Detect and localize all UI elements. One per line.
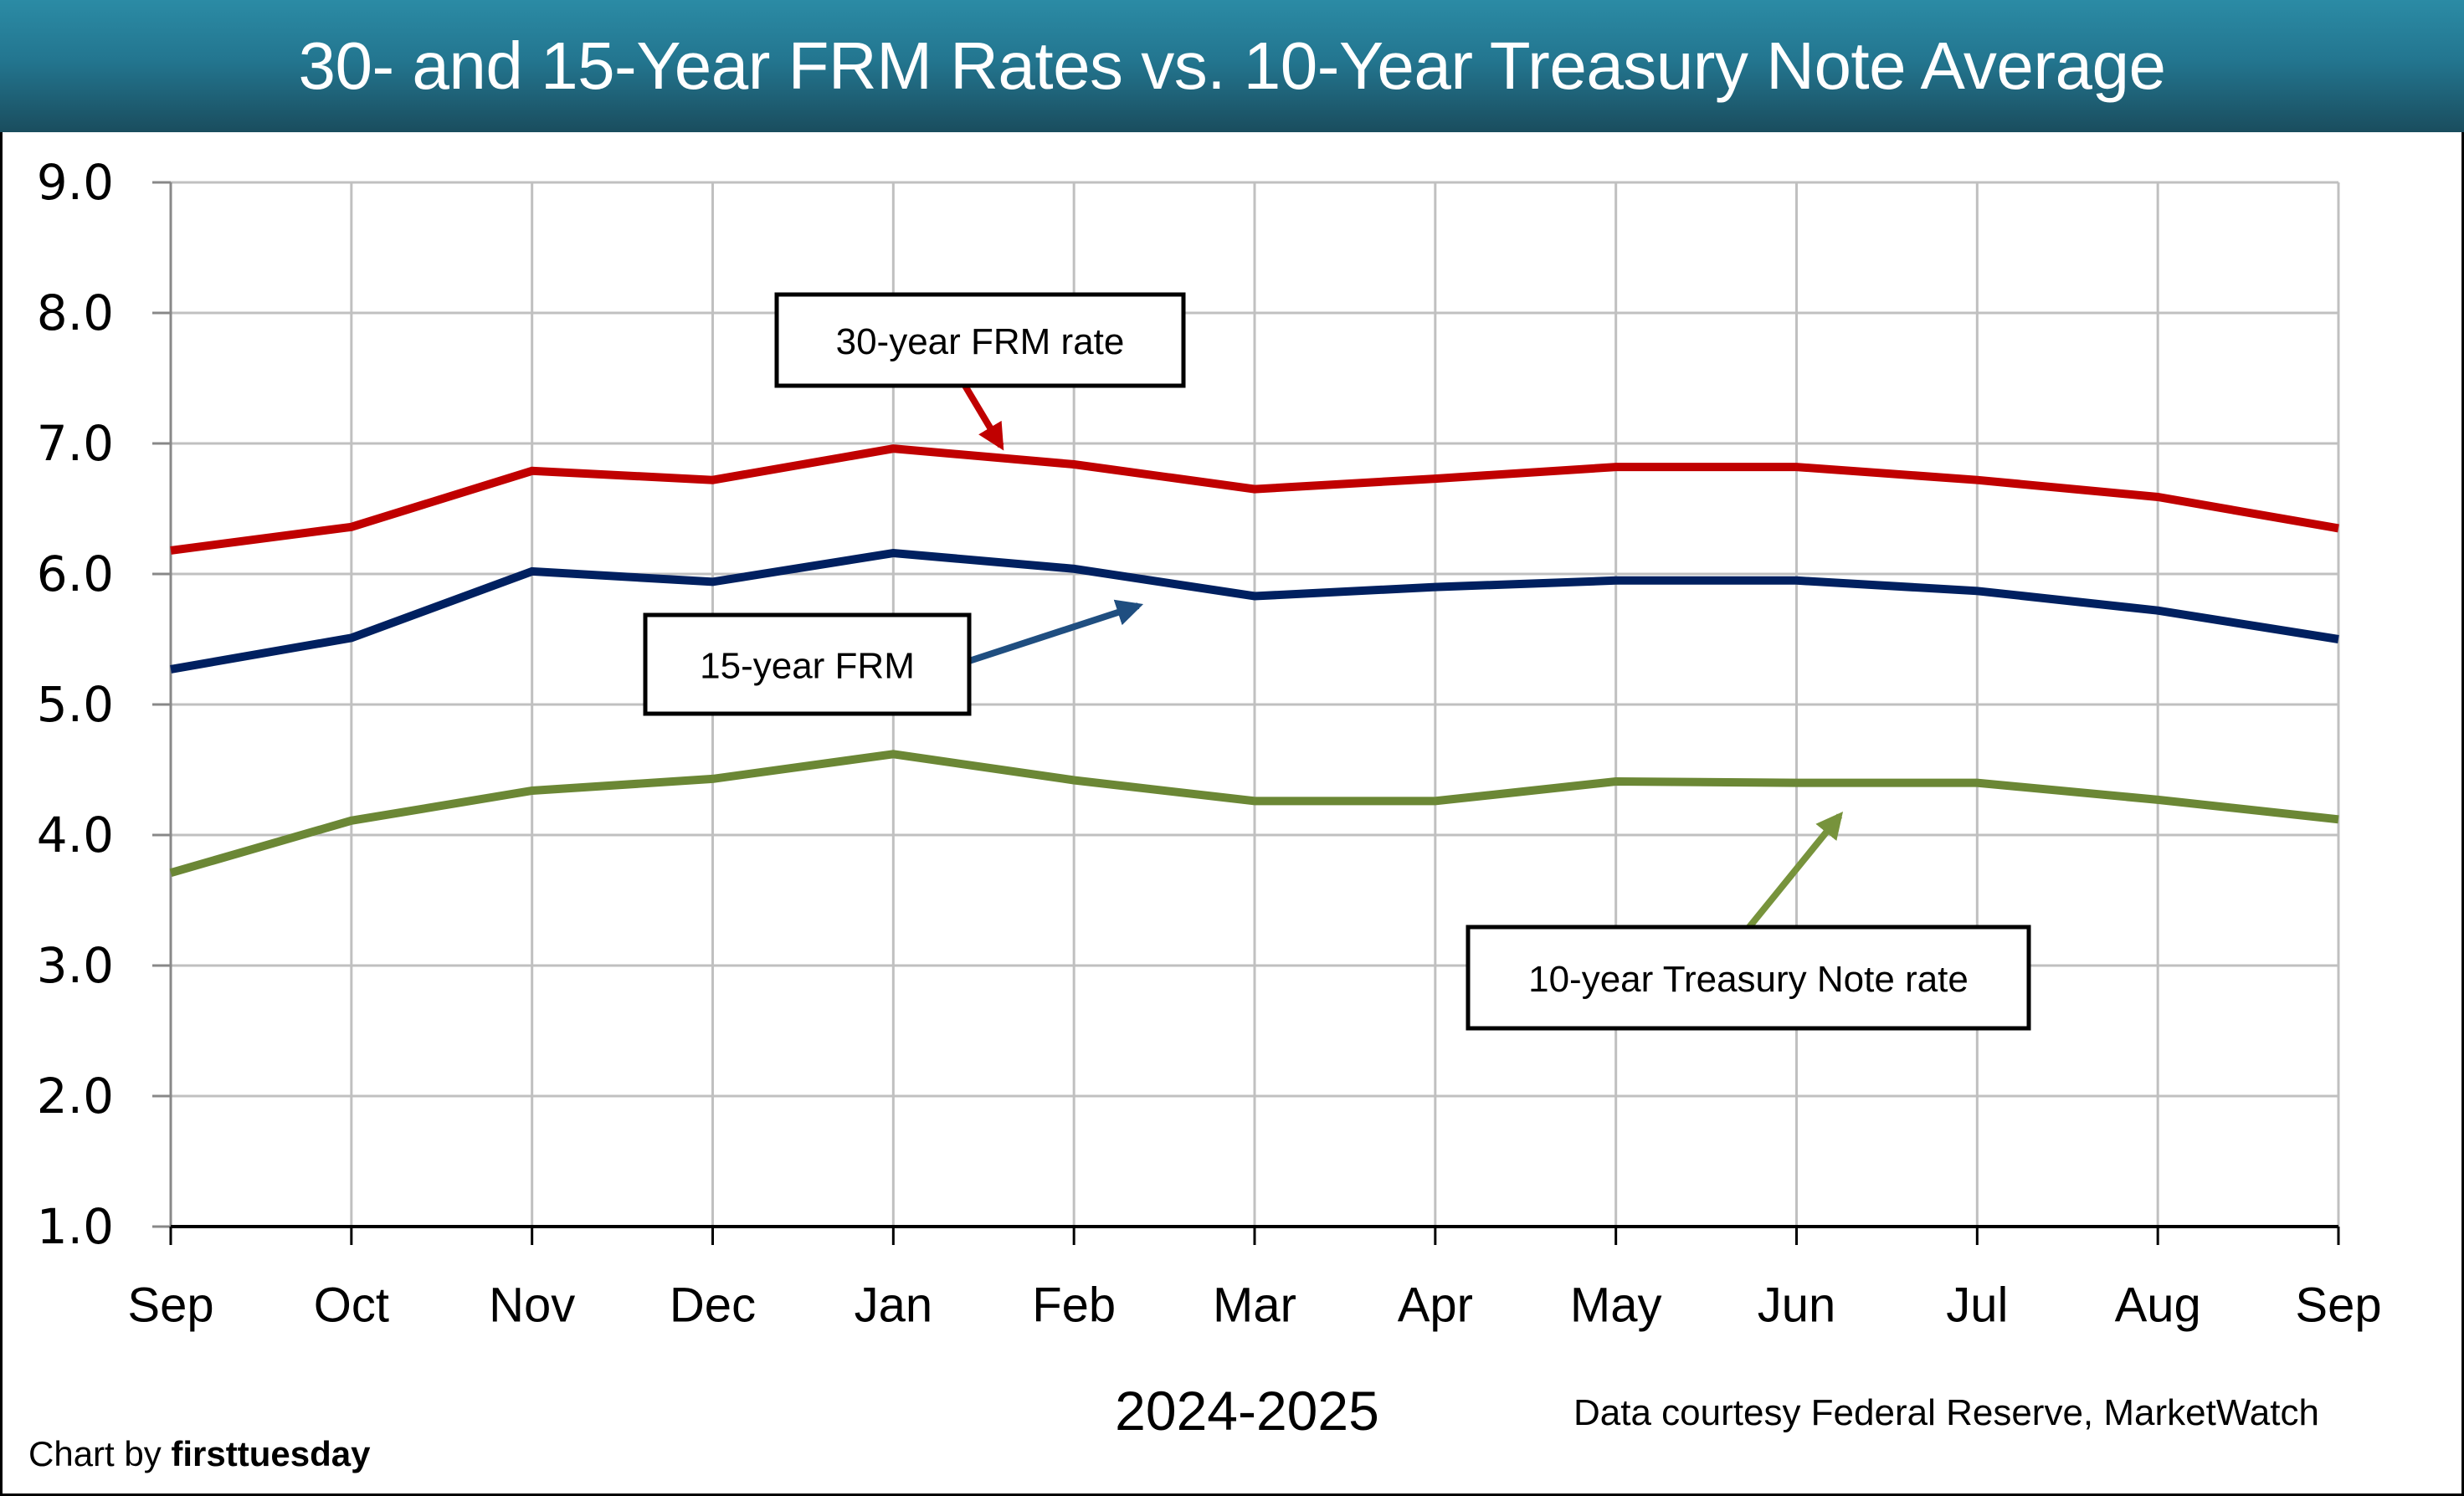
chart-credit: Chart by firsttuesday — [28, 1434, 370, 1474]
x-tick-label: Jan — [855, 1278, 933, 1333]
series-line-15yr-frm — [170, 548, 2339, 674]
arrow-icon — [962, 383, 1004, 451]
title-banner: 30- and 15-Year FRM Rates vs. 10-Year Tr… — [0, 0, 2464, 132]
callout-label: 15-year FRM — [700, 646, 915, 687]
y-tick-label: 6.0 — [37, 546, 114, 602]
data-source-note: Data courtesy Federal Reserve, MarketWat… — [1573, 1392, 2319, 1433]
x-tick-label: Sep — [2295, 1278, 2381, 1333]
x-tick-label: Feb — [1032, 1278, 1116, 1333]
x-tick-label: Dec — [670, 1278, 756, 1333]
gridlines — [171, 181, 2340, 1227]
callout-box — [1466, 925, 2031, 1031]
y-tick-label: 8.0 — [37, 284, 114, 341]
arrow-icon — [1746, 812, 1844, 930]
y-tick-label: 5.0 — [37, 676, 114, 733]
y-tick-label: 9.0 — [37, 154, 114, 211]
callout-box — [643, 612, 972, 716]
x-axis-title: 2024-2025 — [1115, 1380, 1379, 1442]
arrow-icon — [968, 599, 1144, 664]
x-tick-label: Apr — [1398, 1278, 1473, 1333]
series-lines — [169, 444, 2339, 878]
y-tick-label: 1.0 — [37, 1198, 114, 1255]
callout-label: 30-year FRM rate — [836, 321, 1125, 362]
axes — [152, 181, 2340, 1245]
y-tick-label: 3.0 — [37, 937, 114, 994]
x-axis-labels: Sep Oct Nov Dec Jan Feb Mar Apr May Jun Jul Aug Sep — [127, 1278, 2381, 1333]
x-tick-label: Mar — [1213, 1278, 1296, 1333]
y-tick-label: 7.0 — [37, 415, 114, 472]
credit-brand: firsttuesday — [171, 1434, 371, 1473]
chart-title: 30- and 15-Year FRM Rates vs. 10-Year Tr… — [298, 28, 2166, 103]
x-tick-label: Sep — [127, 1278, 213, 1333]
callout-10yr-treasury: 10-year Treasury Note rate — [1466, 812, 2031, 1031]
callout-label: 10-year Treasury Note rate — [1528, 959, 1969, 1000]
y-tick-label: 2.0 — [37, 1068, 114, 1125]
x-tick-label: May — [1570, 1278, 1662, 1333]
credit-prefix: Chart by — [28, 1434, 162, 1473]
callout-15yr-frm: 15-year FRM — [643, 599, 1144, 716]
x-tick-label: Jun — [1758, 1278, 1836, 1333]
x-tick-label: Jul — [1946, 1278, 2008, 1333]
x-tick-label: Nov — [489, 1278, 575, 1333]
series-line-10yr-treasury — [169, 750, 2339, 878]
callouts: 30-year FRM rate 15-year FRM 10-year Treas… — [643, 292, 2031, 1031]
y-axis-labels: 1.0 2.0 3.0 4.0 5.0 6.0 7.0 8.0 9.0 — [37, 154, 114, 1255]
callout-box — [774, 292, 1186, 388]
series-line-30yr-frm — [170, 444, 2339, 555]
callout-30yr-frm: 30-year FRM rate — [774, 292, 1186, 451]
x-tick-label: Aug — [2115, 1278, 2201, 1333]
y-tick-label: 4.0 — [37, 807, 114, 863]
x-tick-label: Oct — [314, 1278, 389, 1333]
